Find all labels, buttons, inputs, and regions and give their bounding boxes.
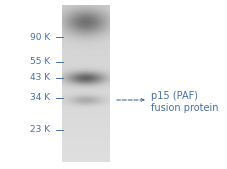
Text: 34 K: 34 K: [30, 93, 50, 103]
Text: 43 K: 43 K: [30, 74, 50, 82]
Text: 90 K: 90 K: [30, 32, 50, 42]
Text: fusion protein: fusion protein: [151, 103, 219, 113]
Text: 23 K: 23 K: [30, 126, 50, 135]
Text: 55 K: 55 K: [30, 57, 50, 66]
Text: p15 (PAF): p15 (PAF): [151, 91, 198, 101]
